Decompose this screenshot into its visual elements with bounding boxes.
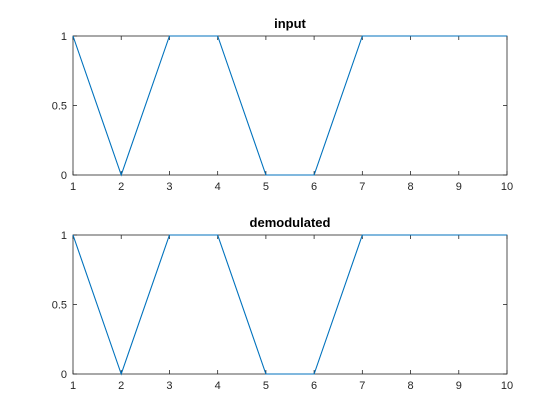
x-tick-label: 7 [359,380,365,392]
x-tick-label: 5 [263,380,269,392]
y-tick-label: 1 [61,31,67,43]
subplot-input: input 1 2 3 4 5 6 7 8 9 10 0 0.5 1 [52,16,513,193]
x-tick-label: 10 [501,380,513,392]
x-tick-label: 1 [70,380,76,392]
x-tick-label: 2 [118,181,124,193]
x-tick-label: 4 [215,380,221,392]
x-tick-label: 5 [263,181,269,193]
x-tick-label: 1 [70,181,76,193]
series-line [72,35,507,177]
axes-box [72,35,508,176]
x-tick-label: 9 [456,181,462,193]
plot-title: input [274,16,306,31]
x-tick-label: 6 [311,181,317,193]
x-tick-label: 8 [407,380,413,392]
x-tick-label: 3 [166,181,172,193]
x-tick-label: 9 [456,380,462,392]
series-line [72,234,507,376]
y-tick-label: 0.5 [52,101,67,113]
plot-title: demodulated [250,215,331,230]
subplot-demodulated: demodulated 1 2 3 4 5 6 7 8 9 10 0 0.5 1 [52,215,513,392]
y-tick-label: 0.5 [52,300,67,312]
y-tick-label: 0 [61,170,67,182]
x-tick-label: 3 [166,380,172,392]
x-tick-label: 4 [215,181,221,193]
x-tick-label: 2 [118,380,124,392]
y-tick-label: 0 [61,369,67,381]
axes-box [72,234,508,375]
y-tick-label: 1 [61,230,67,242]
x-tick-label: 6 [311,380,317,392]
x-tick-label: 7 [359,181,365,193]
x-tick-label: 10 [501,181,513,193]
x-tick-label: 8 [407,181,413,193]
